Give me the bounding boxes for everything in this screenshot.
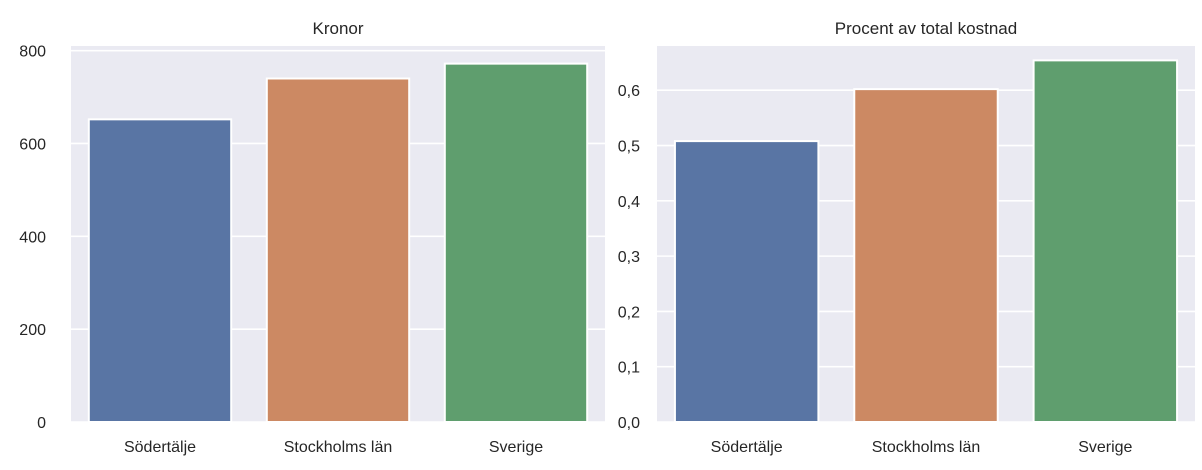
right-bar-3 <box>1032 59 1179 424</box>
left-ytick-label: 600 <box>19 136 46 153</box>
right-ytick-label: 0,6 <box>618 83 640 100</box>
right-category-label: Sverige <box>1078 439 1132 456</box>
left-bar-2 <box>265 77 411 423</box>
left-category-label: Södertälje <box>124 439 196 456</box>
left-ytick-label: 400 <box>19 229 46 246</box>
right-ytick-label: 0,3 <box>618 249 640 266</box>
left-ytick-label: 800 <box>19 44 46 61</box>
right-ytick-label: 0,0 <box>618 415 640 432</box>
left-ytick-label: 0 <box>37 415 46 432</box>
left-category-label: Sverige <box>489 439 543 456</box>
right-category-label: Södertälje <box>711 439 783 456</box>
right-category-label: Stockholms län <box>872 439 981 456</box>
left-ytick-label: 200 <box>19 322 46 339</box>
left-bar-1 <box>87 118 233 424</box>
right-ytick-label: 0,1 <box>618 360 640 377</box>
right-bar-2 <box>853 88 999 423</box>
right-ytick-label: 0,2 <box>618 304 640 321</box>
left-bar-3 <box>443 62 589 424</box>
right-ytick-label: 0,4 <box>618 194 640 211</box>
left-chart-title: Kronor <box>312 19 363 38</box>
right-bar-1 <box>673 140 820 423</box>
left-category-label: Stockholms län <box>284 439 393 456</box>
right-chart-title: Procent av total kostnad <box>835 19 1017 38</box>
right-ytick-label: 0,5 <box>618 139 640 156</box>
